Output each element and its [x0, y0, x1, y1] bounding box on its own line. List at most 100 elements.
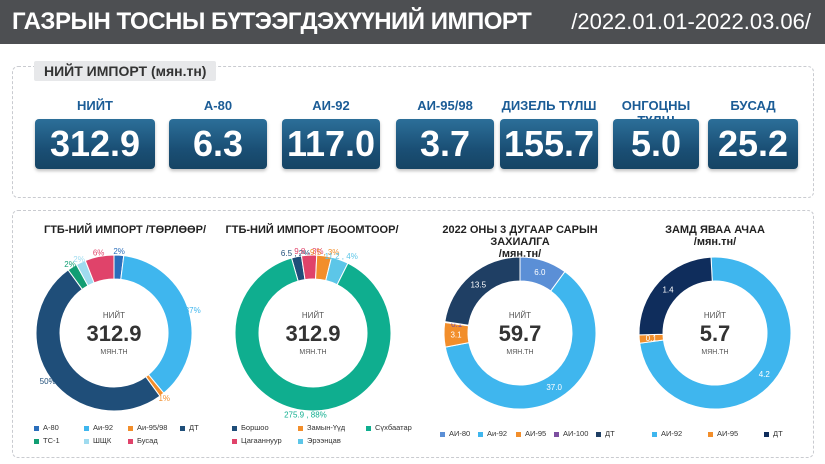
legend-swatch [34, 425, 39, 431]
legend-item: Аи-95/98 [128, 423, 167, 432]
legend-item: Цагааннуур [232, 436, 282, 445]
legend-label: Замын-Үүд [307, 423, 346, 432]
legend-item: Сүхбаатар [366, 423, 412, 432]
chart3-center-value: 59.7 [499, 321, 542, 346]
legend-item: А-80 [34, 423, 59, 432]
legend-item: ДТ [596, 429, 615, 438]
donut-data-label-1-7: 6% [93, 248, 105, 257]
legend-item: ШЩК [84, 436, 111, 445]
legend-label: Цагааннуур [241, 436, 282, 445]
donut-data-label-3-4: 0.1 [451, 320, 463, 329]
legend-swatch [128, 438, 133, 444]
legend-item: ТС-1 [34, 436, 60, 445]
legend-swatch [516, 431, 521, 437]
donut-slice-1-7 [84, 254, 115, 284]
legend-swatch [298, 438, 303, 444]
donut-data-label-2-5: 275.9 , 88% [284, 411, 327, 420]
donut-data-label-3-3: 3.1 [450, 331, 462, 340]
kpi-value-a80: 6.3 [169, 119, 267, 169]
chart3-subtitle: /мян.тн/ [498, 248, 542, 260]
legend-label: АИ-95 [525, 429, 547, 438]
legend-swatch [652, 431, 657, 437]
kpi-value-total: 312.9 [35, 119, 155, 169]
kpi-value-ai92: 117.0 [282, 119, 380, 169]
chart3-center-label: НИЙТ [509, 311, 531, 320]
donut-slice-4-1 [639, 256, 792, 410]
donut-slice-3-2 [444, 270, 597, 410]
kpi-label-a80: А-80 [203, 98, 233, 113]
legend-item: Аи-92 [478, 429, 507, 438]
charts-panel [12, 210, 814, 458]
legend-swatch [708, 431, 713, 437]
legend-label: АИ-95 [717, 429, 739, 438]
kpi-label-ai92: АИ-92 [312, 98, 350, 113]
legend-swatch [764, 431, 769, 437]
legend-item: АИ-95 [708, 429, 738, 438]
donut-data-label-1-1: 2% [113, 247, 125, 256]
donut-data-label-2-3: 9.5 , 3% [310, 248, 339, 257]
legend-swatch [366, 425, 371, 431]
legend-label: Боршоо [241, 423, 269, 432]
chart2-center-label: НИЙТ [302, 311, 324, 320]
page-title: ГАЗРЫН ТОСНЫ БҮТЭЭГДЭХҮҮНИЙ ИМПОРТ [12, 8, 532, 35]
donut-slice-2-5 [234, 257, 392, 412]
donut-data-label-1-5: 2% [64, 260, 76, 269]
donut-data-label-2-1: 6.5 , 2% [281, 249, 310, 258]
donut-data-label-3-1: 6.0 [534, 268, 546, 277]
legend-label: Бусад [137, 436, 158, 445]
donut-data-label-1-2: 37% [185, 306, 201, 315]
header-bar: ГАЗРЫН ТОСНЫ БҮТЭЭГДЭХҮҮНИЙ ИМПОРТ /2022… [0, 0, 825, 44]
chart4-title: ЗАМД ЯВАА АЧАА /мян.тн/ [640, 224, 790, 248]
legend-label: ДТ [189, 423, 199, 432]
legend-label: А-80 [43, 423, 59, 432]
legend-label: Аи-92 [487, 429, 508, 438]
donut-data-label-2-4: 11.2 , 4% [325, 252, 358, 261]
legend-label: ШЩК [93, 436, 112, 445]
chart1-center-unit: МЯН.ТН [100, 349, 127, 356]
chart2-title: ГТБ-НИЙ ИМПОРТ /БООМТООР/ [225, 224, 399, 236]
legend-item: АИ-92 [652, 429, 682, 438]
legend-swatch [440, 431, 445, 437]
legend-item: Аи-92 [84, 423, 113, 432]
chart2-donut: 6.5 , 2%9.8 , 3%9.5 , 3%11.2 , 4% 275.9 ,… [234, 247, 392, 420]
summary-title: НИЙТ ИМПОРТ (мян.тн) [34, 61, 217, 81]
kpi-value-jetfuel: 5.0 [613, 119, 699, 169]
donut-slice-3-5 [444, 256, 521, 326]
legend-label: Эрээнцав [307, 436, 341, 445]
legend-swatch [478, 431, 483, 437]
legend-swatch [84, 438, 89, 444]
legend-label: Аи-92 [93, 423, 114, 432]
period-label: /2022.01.01-2022.03.06/ [571, 9, 811, 34]
legend-swatch [232, 425, 237, 431]
chart3-center-unit: МЯН.ТН [506, 349, 533, 356]
donut-slice-1-4 [35, 269, 161, 412]
legend-label: ТС-1 [43, 436, 60, 445]
chart4-subtitle: /мян.тн/ [693, 236, 737, 248]
chart4-title-line: ЗАМД ЯВАА АЧАА [665, 224, 765, 236]
legend-item: Бусад [128, 436, 158, 445]
chart1-title: ГТБ-НИЙ ИМПОРТ /ТӨРЛӨӨР/ [43, 224, 207, 236]
legend-swatch [84, 425, 89, 431]
kpi-value-ai95: 3.7 [396, 119, 494, 169]
legend-swatch [232, 438, 237, 444]
chart1-center-value: 312.9 [86, 321, 141, 346]
legend-swatch [34, 438, 39, 444]
kpi-label-total: НИЙТ [76, 98, 114, 113]
chart4-center-value: 5.7 [700, 321, 731, 346]
kpi-value-other: 25.2 [708, 119, 798, 169]
donut-slice-4-3 [638, 256, 713, 336]
chart4-donut: 4.2 0.1 1.4 НИЙТ 5.7 МЯН.ТН [638, 256, 792, 410]
legend-label: Сүхбаатар [375, 423, 412, 432]
donut-data-label-3-5: 13.5 [470, 280, 486, 289]
donut-data-label-2-2: 9.8 , 3% [294, 247, 323, 256]
donut-data-label-4-3: 1.4 [662, 286, 674, 295]
chart1-center-label: НИЙТ [103, 311, 125, 320]
legend-item: АИ-80 [440, 429, 470, 438]
legend-label: АИ-80 [449, 429, 471, 438]
legend-swatch [180, 425, 185, 431]
legend-label: ДТ [773, 429, 783, 438]
legend-item: Боршоо [232, 423, 269, 432]
chart4-center-label: НИЙТ [704, 311, 726, 320]
donut-data-label-3-2: 37.0 [546, 383, 562, 392]
donut-data-label-1-3: 1% [158, 394, 170, 403]
